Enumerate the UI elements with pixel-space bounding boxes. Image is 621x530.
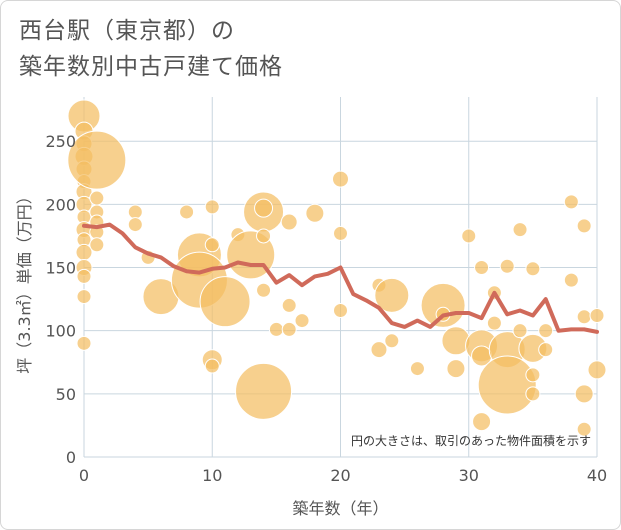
bubble-point xyxy=(370,341,388,359)
bubble-point xyxy=(374,277,410,313)
bubble-point xyxy=(576,218,592,234)
trend-line-series xyxy=(82,222,599,334)
x-axis-label: 築年数（年） xyxy=(292,499,388,518)
bubble-point xyxy=(409,361,425,377)
x-tick-label: 0 xyxy=(79,466,89,485)
y-axis-label: 坪（3.3㎡）単価（万円） xyxy=(15,188,34,373)
bubble-point xyxy=(525,386,541,402)
bubble-point xyxy=(127,217,143,233)
bubble-point xyxy=(589,308,605,324)
bubble-point xyxy=(294,313,310,329)
bubble-point xyxy=(576,309,592,325)
x-tick-label: 10 xyxy=(202,466,222,485)
bubble-point xyxy=(254,198,274,218)
y-tick-label: 50 xyxy=(56,385,76,404)
bubble-point xyxy=(512,222,528,238)
x-tick-label: 30 xyxy=(459,466,479,485)
y-tick-label: 150 xyxy=(45,259,76,278)
y-tick-label: 200 xyxy=(45,195,76,214)
bubble-point xyxy=(235,362,293,420)
bubble-point xyxy=(204,237,220,253)
bubble-point xyxy=(441,326,471,356)
chart-title: 西台駅（東京都）の 築年数別中古戸建て価格 xyxy=(19,13,283,85)
bubble-point xyxy=(127,204,143,220)
chart-title-line2: 築年数別中古戸建て価格 xyxy=(19,54,283,80)
x-tick-label: 40 xyxy=(587,466,607,485)
bubble-point xyxy=(89,190,105,206)
axis-ticks: 0 10 20 30 40 0 50 100 150 200 250 xyxy=(45,132,607,485)
y-tick-label: 100 xyxy=(45,322,76,341)
bubble-point xyxy=(268,321,284,337)
bubble-point xyxy=(67,130,127,190)
bubble-point xyxy=(563,194,579,210)
bubble-point xyxy=(76,268,92,284)
bubble-point xyxy=(89,237,105,253)
bubble-point xyxy=(281,297,297,313)
bubble-point xyxy=(525,261,541,277)
bubble-point xyxy=(574,384,594,404)
bubble-point xyxy=(384,333,400,349)
bubble-point xyxy=(446,359,466,379)
bubble-point xyxy=(204,199,220,215)
bubble-point xyxy=(587,360,607,380)
bubble-point xyxy=(477,355,537,415)
bubble-point xyxy=(474,260,490,276)
bubble-point xyxy=(461,228,477,244)
bubble-point xyxy=(281,321,297,337)
bubble-point xyxy=(333,302,348,318)
bubble-point xyxy=(525,367,541,383)
bubble-point xyxy=(499,258,515,274)
bubble-size-note: 円の大きさは、取引のあった物件面積を示す xyxy=(351,433,591,448)
bubble-point xyxy=(76,335,92,351)
bubble-point xyxy=(305,203,325,223)
bubble-point xyxy=(420,282,466,328)
bubble-point xyxy=(199,276,251,328)
bubble-point xyxy=(538,323,554,339)
bubble-point xyxy=(576,421,592,437)
bubble-point xyxy=(256,228,272,244)
bubble-point xyxy=(538,342,554,358)
bubble-point xyxy=(76,289,92,305)
bubble-point xyxy=(179,204,195,220)
y-tick-label: 250 xyxy=(45,132,76,151)
bubble-point xyxy=(512,323,528,339)
bubble-point xyxy=(472,412,492,432)
bubble-point xyxy=(332,170,349,188)
bubble-point xyxy=(333,225,348,241)
y-tick-label: 0 xyxy=(66,448,76,467)
trend-line xyxy=(82,222,599,334)
chart-title-line1: 西台駅（東京都）の xyxy=(19,18,235,44)
bubble-point xyxy=(280,213,298,231)
bubble-point xyxy=(204,358,220,374)
x-tick-label: 20 xyxy=(330,466,350,485)
bubble-point xyxy=(256,282,272,298)
bubble-point xyxy=(563,272,579,288)
bubble-series xyxy=(67,99,607,437)
bubble-point xyxy=(486,315,502,331)
